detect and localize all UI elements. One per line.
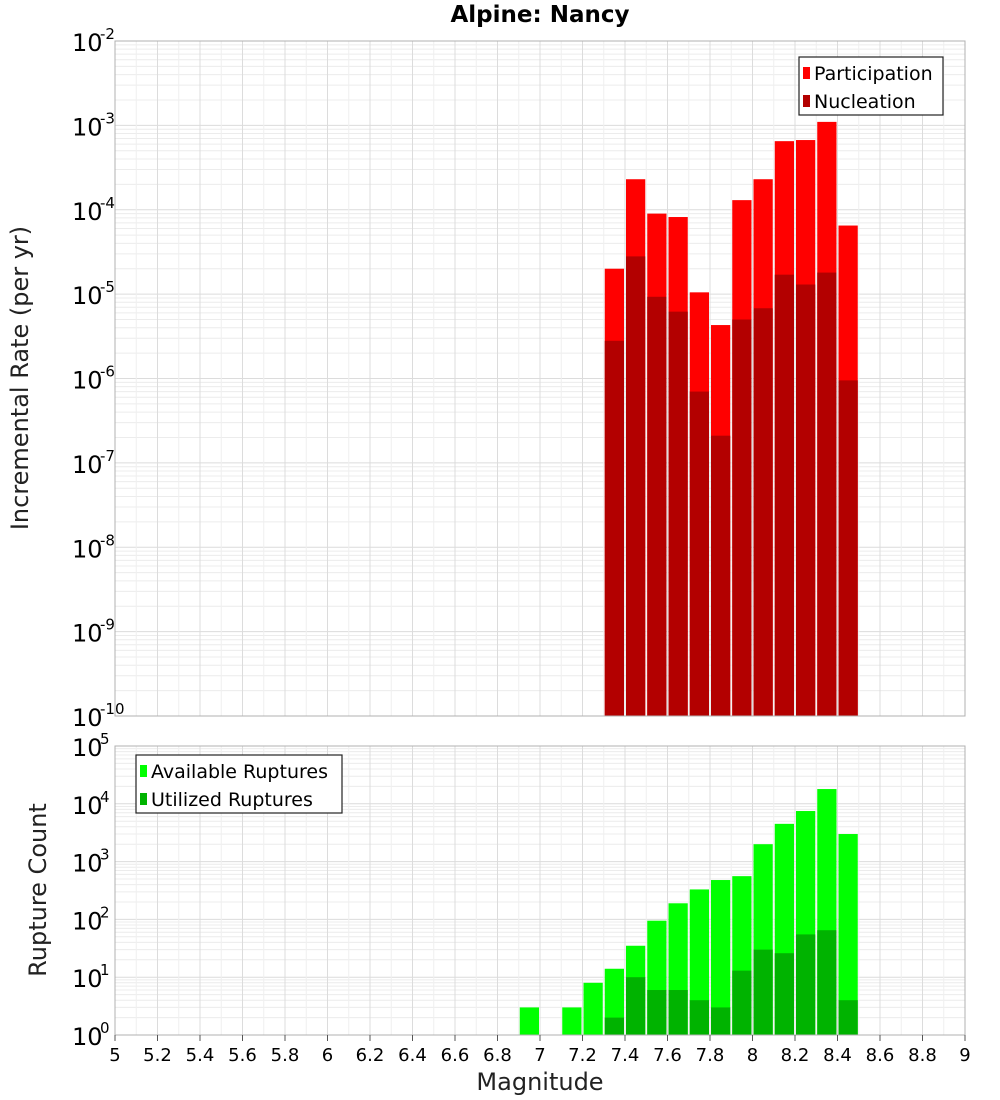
count-y-tick-exponent: 0: [100, 1019, 110, 1037]
x-tick-label: 8.2: [781, 1045, 810, 1066]
x-tick-label: 6.2: [356, 1045, 385, 1066]
x-tick-label: 6.6: [441, 1045, 470, 1066]
rate-legend-swatch: [803, 95, 810, 107]
x-tick-label: 5.4: [186, 1045, 215, 1066]
rate-y-tick-exponent: -3: [100, 109, 115, 127]
rate-bar-inner: [817, 272, 837, 716]
count-bar-inner: [838, 1000, 858, 1035]
rate-bar-inner: [753, 308, 773, 716]
rate-legend-label: Nucleation: [814, 91, 916, 113]
x-tick-label: 8.6: [866, 1045, 895, 1066]
rate-legend-label: Participation: [814, 63, 933, 85]
count-bar-inner: [626, 977, 646, 1035]
count-bar-inner: [647, 990, 667, 1035]
rate-y-tick-label: 10: [72, 367, 103, 395]
rate-legend: Participation Nucleation: [798, 56, 944, 116]
count-y-tick-exponent: 5: [100, 730, 110, 748]
rate-y-tick-label: 10: [72, 198, 103, 226]
x-tick-label: 7.6: [653, 1045, 682, 1066]
x-tick-label: 7.4: [611, 1045, 640, 1066]
count-legend-label: Utilized Ruptures: [151, 789, 313, 811]
x-tick-label: 5.2: [143, 1045, 172, 1066]
rate-y-tick-label: 10: [72, 113, 103, 141]
x-tick-label: 8.4: [823, 1045, 852, 1066]
count-bar-inner: [796, 934, 816, 1035]
rate-plot-frame: [114, 40, 966, 717]
count-legend-box: [135, 754, 343, 814]
x-tick-label: 8: [747, 1045, 758, 1066]
count-y-tick-exponent: 4: [100, 788, 110, 806]
rate-y-tick-exponent: -9: [100, 616, 115, 634]
count-legend: Available Ruptures Utilized Ruptures: [135, 754, 343, 814]
rate-bar-inner: [604, 340, 624, 716]
count-bar-outer: [519, 1007, 539, 1035]
rate-y-tick-label: 10: [72, 282, 103, 310]
x-axis-label: Magnitude: [476, 1068, 604, 1096]
count-bar-inner: [732, 970, 752, 1035]
count-y-tick-label: 10: [72, 1023, 103, 1051]
count-bar-inner: [668, 990, 688, 1035]
count-bar-inner: [774, 953, 794, 1035]
rate-y-tick-label: 10: [72, 704, 103, 732]
count-legend-swatch: [140, 765, 147, 777]
x-tick-label: 9: [959, 1045, 970, 1066]
count-bar-outer: [583, 982, 603, 1035]
x-tick-label: 7: [534, 1045, 545, 1066]
count-bar-inner: [604, 1017, 624, 1035]
rate-bar-inner: [647, 296, 667, 716]
count-legend-swatch: [140, 793, 147, 805]
count-bar-outer: [689, 889, 709, 1035]
rate-bar-inner: [796, 284, 816, 716]
rate-y-tick-exponent: -10: [100, 700, 125, 718]
rate-panel: 10-1010-910-810-710-610-510-410-310-2Par…: [72, 25, 966, 732]
rate-bar-inner: [838, 380, 858, 716]
count-bar-inner: [711, 1007, 731, 1035]
rate-y-tick-exponent: -8: [100, 531, 115, 549]
chart-title: Alpine: Nancy: [450, 2, 630, 28]
count-bar-outer: [562, 1007, 582, 1035]
rate-bar-inner: [626, 256, 646, 716]
x-tick-label: 7.8: [696, 1045, 725, 1066]
rate-bar-inner: [732, 319, 752, 716]
rate-bar-inner: [668, 311, 688, 716]
x-tick-label: 6: [322, 1045, 333, 1066]
count-y-tick-label: 10: [72, 792, 103, 820]
count-y-tick-label: 10: [72, 965, 103, 993]
count-legend-label: Available Ruptures: [151, 761, 328, 783]
count-bar-inner: [689, 1000, 709, 1035]
count-y-tick-exponent: 3: [100, 846, 110, 864]
rate-y-tick-exponent: -2: [100, 25, 115, 43]
count-y-tick-label: 10: [72, 850, 103, 878]
rate-y-tick-exponent: -4: [100, 194, 115, 212]
count-y-tick-label: 10: [72, 907, 103, 935]
rate-y-tick-label: 10: [72, 535, 103, 563]
x-tick-label: 8.8: [908, 1045, 937, 1066]
x-tick-label: 5.8: [271, 1045, 300, 1066]
rate-y-tick-exponent: -7: [100, 447, 115, 465]
rate-bar-inner: [774, 274, 794, 716]
rate-bar-inner: [711, 435, 731, 716]
rate-y-tick-label: 10: [72, 29, 103, 57]
rate-legend-box: [798, 56, 944, 116]
x-tick-label: 7.2: [568, 1045, 597, 1066]
rate-y-tick-label: 10: [72, 451, 103, 479]
rate-legend-swatch: [803, 67, 810, 79]
count-bar-outer: [711, 880, 731, 1035]
x-tick-label: 5: [109, 1045, 120, 1066]
count-bar-inner: [817, 930, 837, 1035]
count-y-tick-label: 10: [72, 734, 103, 762]
rate-y-tick-exponent: -6: [100, 363, 115, 381]
rate-y-tick-label: 10: [72, 620, 103, 648]
rate-bar-inner: [689, 391, 709, 716]
rate-y-tick-exponent: -5: [100, 278, 115, 296]
count-y-tick-exponent: 1: [100, 961, 110, 979]
x-tick-label: 5.6: [228, 1045, 257, 1066]
x-tick-label: 6.8: [483, 1045, 512, 1066]
count-bar-inner: [753, 949, 773, 1035]
x-tick-label: 6.4: [398, 1045, 427, 1066]
count-y-tick-exponent: 2: [100, 903, 110, 921]
count-bar-outer: [838, 834, 858, 1035]
